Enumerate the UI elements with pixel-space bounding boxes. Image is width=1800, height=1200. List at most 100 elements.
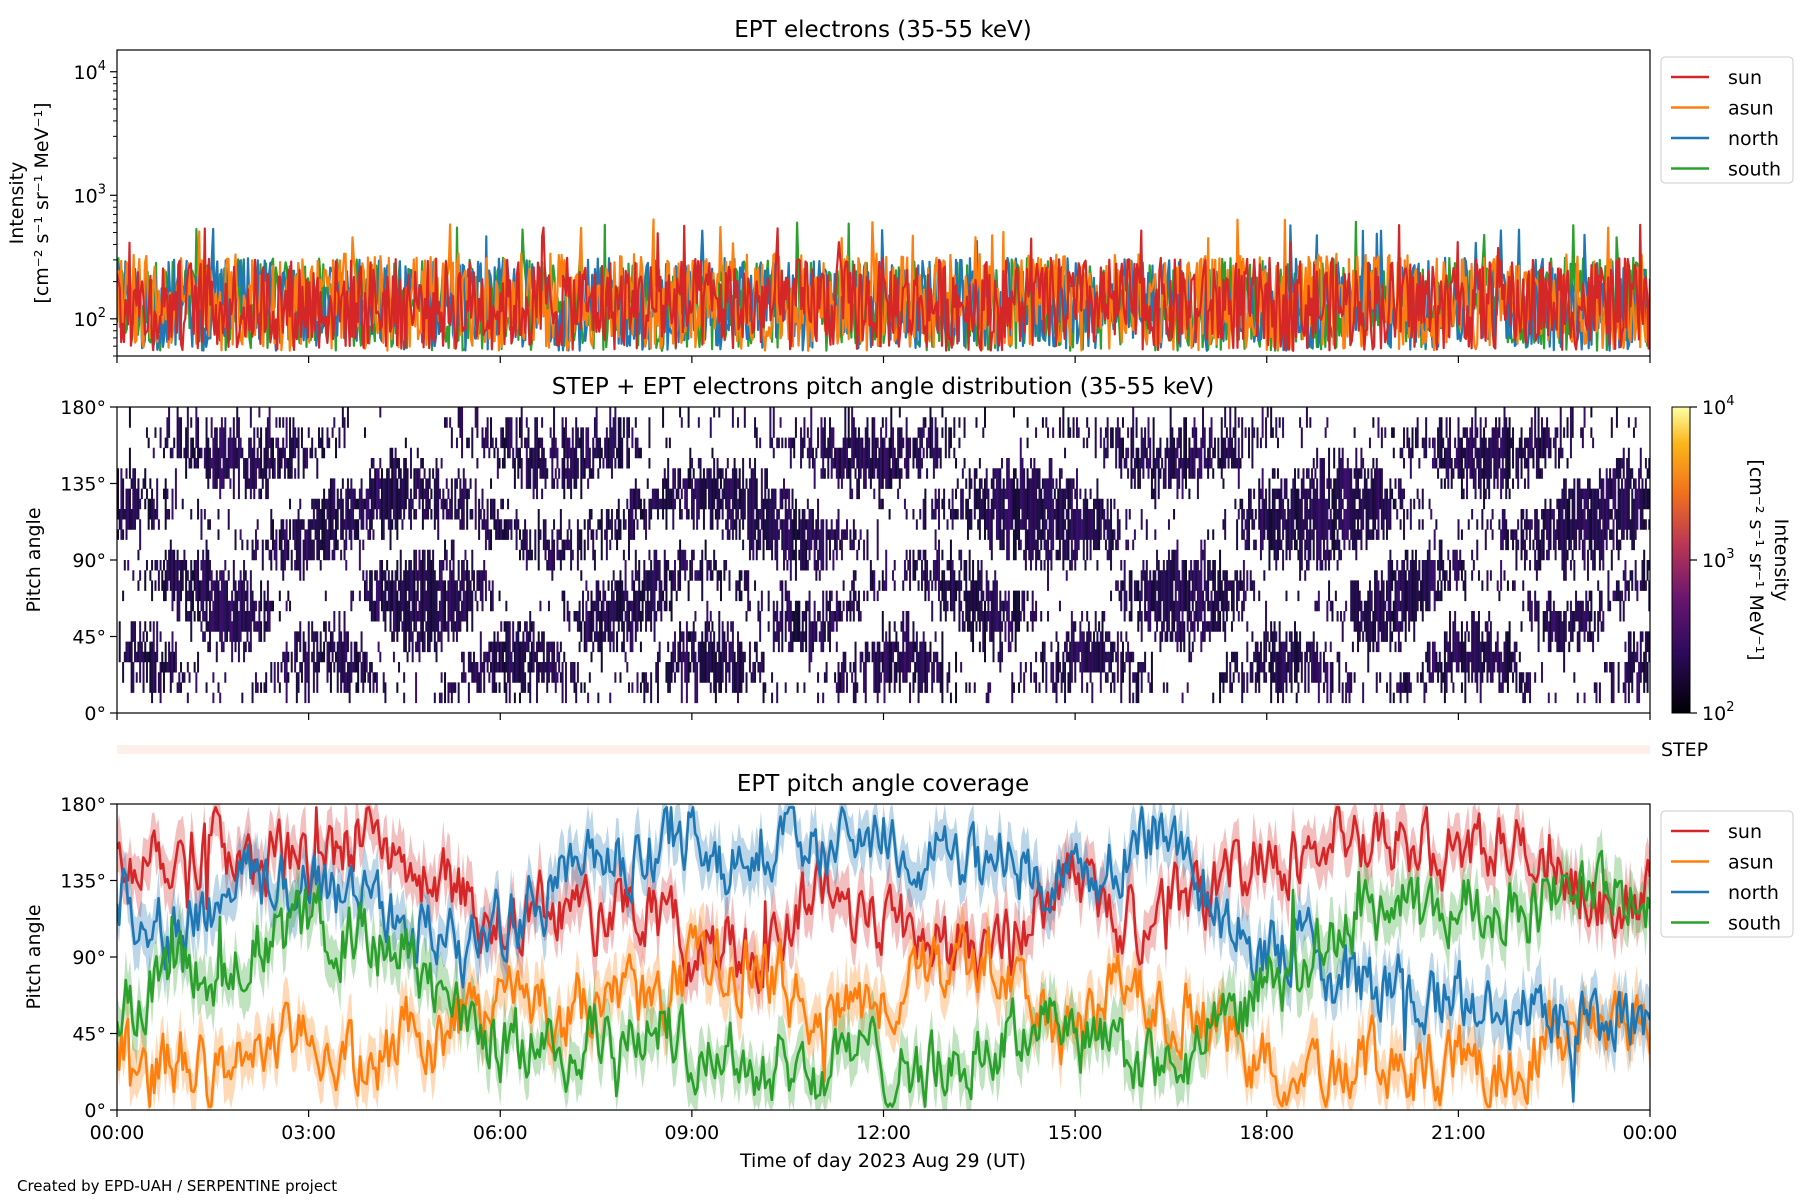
heatmap-column: [530, 447, 533, 673]
heatmap-column: [454, 478, 457, 693]
heatmap-column: [800, 427, 803, 653]
heatmap-column: [1103, 437, 1106, 673]
heatmap-column: [1167, 447, 1170, 632]
heatmap-column: [776, 437, 779, 704]
heatmap-column: [1636, 488, 1639, 704]
heatmap-column: [1164, 447, 1167, 642]
heatmap-column: [1592, 437, 1595, 653]
heatmap-column: [1224, 407, 1227, 683]
heatmap-column: [527, 427, 530, 693]
heatmap-column: [989, 509, 992, 693]
heatmap-column: [990, 478, 993, 642]
heatmap-column: [1397, 478, 1400, 693]
heatmap-column: [1317, 498, 1320, 704]
heatmap-column: [769, 407, 772, 551]
heatmap-column: [1622, 447, 1625, 693]
heatmap-column: [624, 519, 627, 663]
heatmap-column: [912, 437, 915, 693]
y-tick-label: 135°: [60, 871, 106, 893]
heatmap-column: [1128, 509, 1131, 704]
heatmap-column: [198, 447, 201, 622]
heatmap-column: [152, 447, 155, 693]
heatmap-column: [294, 427, 297, 673]
legend-label-north: north: [1728, 128, 1779, 150]
heatmap-column: [1641, 478, 1644, 673]
heatmap-column: [955, 458, 958, 704]
heatmap-column: [452, 539, 455, 693]
heatmap-column: [890, 407, 893, 683]
heatmap-column: [953, 417, 956, 622]
heatmap-column: [1338, 447, 1341, 693]
heatmap-column: [938, 447, 941, 683]
heatmap-column: [1396, 509, 1399, 693]
heatmap-column: [1336, 468, 1339, 663]
heatmap-column: [1571, 407, 1574, 642]
heatmap-column: [1391, 427, 1394, 642]
heatmap-column: [924, 417, 927, 693]
heatmap-column: [517, 447, 520, 683]
heatmap-column: [1285, 478, 1288, 693]
heatmap-column: [256, 427, 259, 693]
heatmap-column: [139, 498, 142, 683]
heatmap-column: [982, 427, 985, 653]
heatmap-column: [1001, 458, 1004, 663]
panel1-plot-area: [117, 218, 1650, 352]
heatmap-column: [818, 529, 821, 642]
heatmap-column: [1133, 458, 1136, 683]
heatmap-column: [1297, 468, 1300, 693]
heatmap-column: [1488, 437, 1491, 673]
heatmap-column: [1343, 468, 1346, 622]
heatmap-column: [636, 437, 639, 693]
heatmap-column: [1145, 447, 1148, 622]
heatmap-column: [1643, 488, 1646, 693]
heatmap-column: [297, 427, 300, 693]
heatmap-column: [416, 447, 419, 653]
heatmap-column: [156, 478, 159, 663]
heatmap-column: [1593, 488, 1596, 693]
heatmap-column: [1087, 427, 1090, 673]
heatmap-column: [1275, 417, 1278, 693]
heatmap-column: [328, 437, 331, 673]
heatmap-column: [1086, 417, 1089, 693]
heatmap-column: [205, 417, 208, 693]
heatmap-column: [387, 468, 390, 612]
heatmap-column: [1609, 468, 1612, 673]
heatmap-column: [544, 458, 547, 673]
heatmap-column: [1237, 417, 1240, 683]
heatmap-column: [346, 407, 349, 693]
heatmap-column: [1634, 417, 1637, 663]
heatmap-column: [609, 407, 612, 704]
heatmap-column: [1091, 509, 1094, 704]
heatmap-column: [1442, 437, 1445, 683]
heatmap-column: [1585, 488, 1588, 632]
heatmap-column: [794, 417, 797, 642]
heatmap-column: [1161, 458, 1164, 642]
heatmap-column: [932, 447, 935, 683]
heatmap-column: [1355, 447, 1358, 632]
heatmap-column: [134, 468, 137, 663]
heatmap-column: [759, 437, 762, 683]
x-tick-label: 09:00: [664, 1122, 719, 1144]
heatmap-column: [648, 417, 651, 622]
heatmap-column: [849, 437, 852, 673]
heatmap-column: [820, 417, 823, 653]
heatmap-column: [1573, 478, 1576, 683]
heatmap-column: [1120, 437, 1123, 704]
heatmap-column: [1527, 437, 1530, 693]
heatmap-column: [401, 478, 404, 632]
heatmap-column: [622, 417, 625, 653]
panel3-x-axis: 00:00 03:00 06:00 09:00 12:00 15:00 18:00 21:00…: [90, 1110, 1677, 1144]
heatmap-column: [1248, 427, 1251, 551]
heatmap-column: [265, 427, 268, 693]
heatmap-column: [1193, 417, 1196, 642]
heatmap-column: [471, 427, 474, 683]
heatmap-column: [857, 427, 860, 622]
heatmap-column: [718, 407, 721, 693]
heatmap-column: [130, 478, 133, 693]
heatmap-column: [672, 468, 675, 673]
heatmap-column: [312, 498, 315, 693]
heatmap-column: [1282, 417, 1285, 704]
heatmap-column: [1026, 417, 1029, 632]
heatmap-column: [450, 427, 453, 704]
heatmap-column: [411, 498, 414, 663]
